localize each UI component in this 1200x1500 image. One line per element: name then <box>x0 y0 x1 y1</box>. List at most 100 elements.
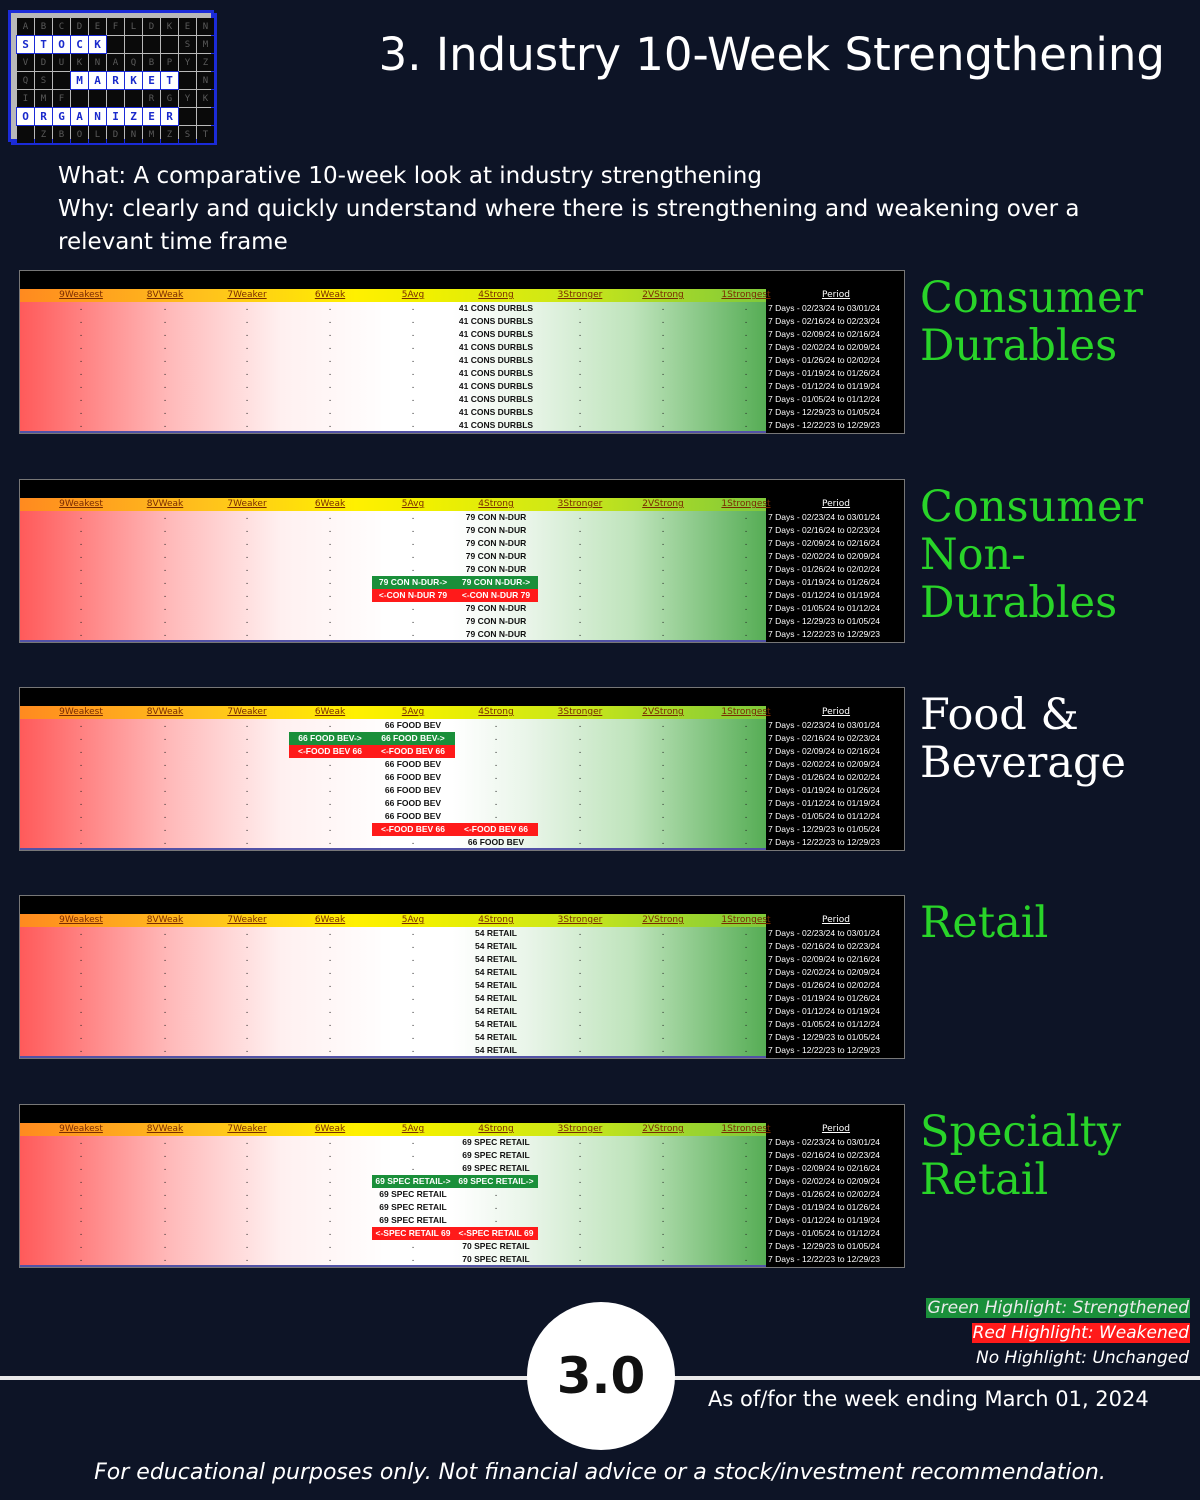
empty-cell-dot: . <box>578 837 582 847</box>
empty-cell-dot: . <box>328 590 332 600</box>
empty-cell-dot: . <box>744 329 748 339</box>
empty-cell-dot: . <box>661 329 665 339</box>
period-label: 7 Days - 02/09/24 to 02/16/24 <box>768 746 880 756</box>
empty-cell-dot: . <box>661 420 665 430</box>
empty-cell-dot: . <box>328 420 332 430</box>
empty-cell-dot: . <box>163 1176 167 1186</box>
empty-cell-dot: . <box>245 1215 249 1225</box>
logo-tile: Q <box>17 72 34 89</box>
empty-cell-dot: . <box>79 720 83 730</box>
logo-tile <box>197 108 214 125</box>
industry-cell: 66 FOOD BEV <box>384 759 442 769</box>
empty-cell-dot: . <box>79 941 83 951</box>
empty-cell-dot: . <box>79 811 83 821</box>
empty-cell-dot: . <box>163 512 167 522</box>
empty-cell-dot: . <box>328 1019 332 1029</box>
empty-cell-dot: . <box>79 824 83 834</box>
period-label: 7 Days - 01/19/24 to 01/26/24 <box>768 993 880 1003</box>
strengthened-cell: 66 FOOD BEV-> <box>288 732 372 745</box>
empty-cell-dot: . <box>578 1202 582 1212</box>
industry-label-line: Food & <box>920 690 1079 740</box>
industry-cell: 41 CONS DURBLS <box>458 394 534 404</box>
empty-cell-dot: . <box>661 824 665 834</box>
logo-tile: Y <box>179 54 196 71</box>
section-badge: 3.0 <box>527 1302 675 1450</box>
industry-cell: 41 CONS DURBLS <box>458 316 534 326</box>
column-header: 5Avg <box>401 915 425 925</box>
empty-cell-dot: . <box>411 316 415 326</box>
column-header: 4Strong <box>478 1124 514 1134</box>
empty-cell-dot: . <box>744 303 748 313</box>
logo-tile: V <box>17 54 34 71</box>
empty-cell-dot: . <box>661 1254 665 1264</box>
empty-cell-dot: . <box>744 1045 748 1055</box>
empty-cell-dot: . <box>245 551 249 561</box>
empty-cell-dot: . <box>163 811 167 821</box>
empty-cell-dot: . <box>245 316 249 326</box>
industry-cell: 41 CONS DURBLS <box>458 381 534 391</box>
table-bottom-line <box>20 431 766 433</box>
empty-cell-dot: . <box>79 1241 83 1251</box>
period-label: 7 Days - 02/23/24 to 03/01/24 <box>768 720 880 730</box>
table-bottom-line <box>20 640 766 642</box>
logo-tile: K <box>161 18 178 35</box>
period-label: 7 Days - 02/09/24 to 02/16/24 <box>768 538 880 548</box>
industry-cell: 54 RETAIL <box>475 980 517 990</box>
empty-cell-dot: . <box>494 785 498 795</box>
period-label: 7 Days - 12/29/23 to 01/05/24 <box>768 1241 880 1251</box>
industry-cell: 54 RETAIL <box>475 1032 517 1042</box>
empty-cell-dot: . <box>744 1137 748 1147</box>
logo-letter: N <box>88 107 107 126</box>
empty-cell-dot: . <box>578 746 582 756</box>
empty-cell-dot: . <box>578 316 582 326</box>
column-header-row: 9Weakest 8VWeak 7Weaker 6Weak 5Avg 4Strong 3St… <box>20 1123 771 1136</box>
empty-cell-dot: . <box>578 525 582 535</box>
empty-cell-dot: . <box>79 837 83 847</box>
logo-tile: N <box>125 126 142 143</box>
empty-cell-dot: . <box>744 811 748 821</box>
empty-cell-dot: . <box>163 798 167 808</box>
empty-cell-dot: . <box>744 577 748 587</box>
strengthened-cell: 69 SPEC RETAIL-> <box>454 1175 538 1188</box>
industry-cell: 54 RETAIL <box>475 1019 517 1029</box>
logo-tile: S <box>179 126 196 143</box>
logo-letter: G <box>52 107 71 126</box>
empty-cell-dot: . <box>578 368 582 378</box>
empty-cell-dot: . <box>661 512 665 522</box>
column-header: 1Strongest <box>721 707 771 717</box>
empty-cell-dot: . <box>328 954 332 964</box>
period-label: 7 Days - 01/12/24 to 01/19/24 <box>768 590 880 600</box>
column-header: 4Strong <box>478 915 514 925</box>
industry-cell: 41 CONS DURBLS <box>458 368 534 378</box>
empty-cell-dot: . <box>245 564 249 574</box>
empty-cell-dot: . <box>163 420 167 430</box>
logo-letter: R <box>34 107 53 126</box>
empty-cell-dot: . <box>328 1163 332 1173</box>
strengthened-cell: 79 CON N-DUR-> <box>454 576 538 589</box>
empty-cell-dot: . <box>744 603 748 613</box>
as-of-date: As of/for the week ending March 01, 2024 <box>708 1387 1149 1411</box>
period-label: 7 Days - 02/09/24 to 02/16/24 <box>768 1163 880 1173</box>
empty-cell-dot: . <box>578 564 582 574</box>
empty-cell-dot: . <box>411 1163 415 1173</box>
logo-tile: P <box>161 54 178 71</box>
empty-cell-dot: . <box>411 342 415 352</box>
period-label: 7 Days - 02/16/24 to 02/23/24 <box>768 733 880 743</box>
period-label: 7 Days - 01/05/24 to 01/12/24 <box>768 1019 880 1029</box>
empty-cell-dot: . <box>163 407 167 417</box>
empty-cell-dot: . <box>578 1176 582 1186</box>
empty-cell-dot: . <box>494 1189 498 1199</box>
empty-cell-dot: . <box>494 759 498 769</box>
empty-cell-dot: . <box>411 941 415 951</box>
empty-cell-dot: . <box>661 1045 665 1055</box>
empty-cell-dot: . <box>744 629 748 639</box>
column-header: 8VWeak <box>146 1124 184 1134</box>
empty-cell-dot: . <box>163 759 167 769</box>
period-column: 7 Days - 02/23/24 to 03/01/24 7 Days - 02… <box>768 927 904 1057</box>
intro-what: What: A comparative 10-week look at indu… <box>58 163 762 189</box>
period-label: 7 Days - 12/22/23 to 12/29/23 <box>768 629 880 639</box>
empty-cell-dot: . <box>245 407 249 417</box>
industry-cell: 41 CONS DURBLS <box>458 355 534 365</box>
empty-cell-dot: . <box>328 811 332 821</box>
empty-cell-dot: . <box>328 316 332 326</box>
